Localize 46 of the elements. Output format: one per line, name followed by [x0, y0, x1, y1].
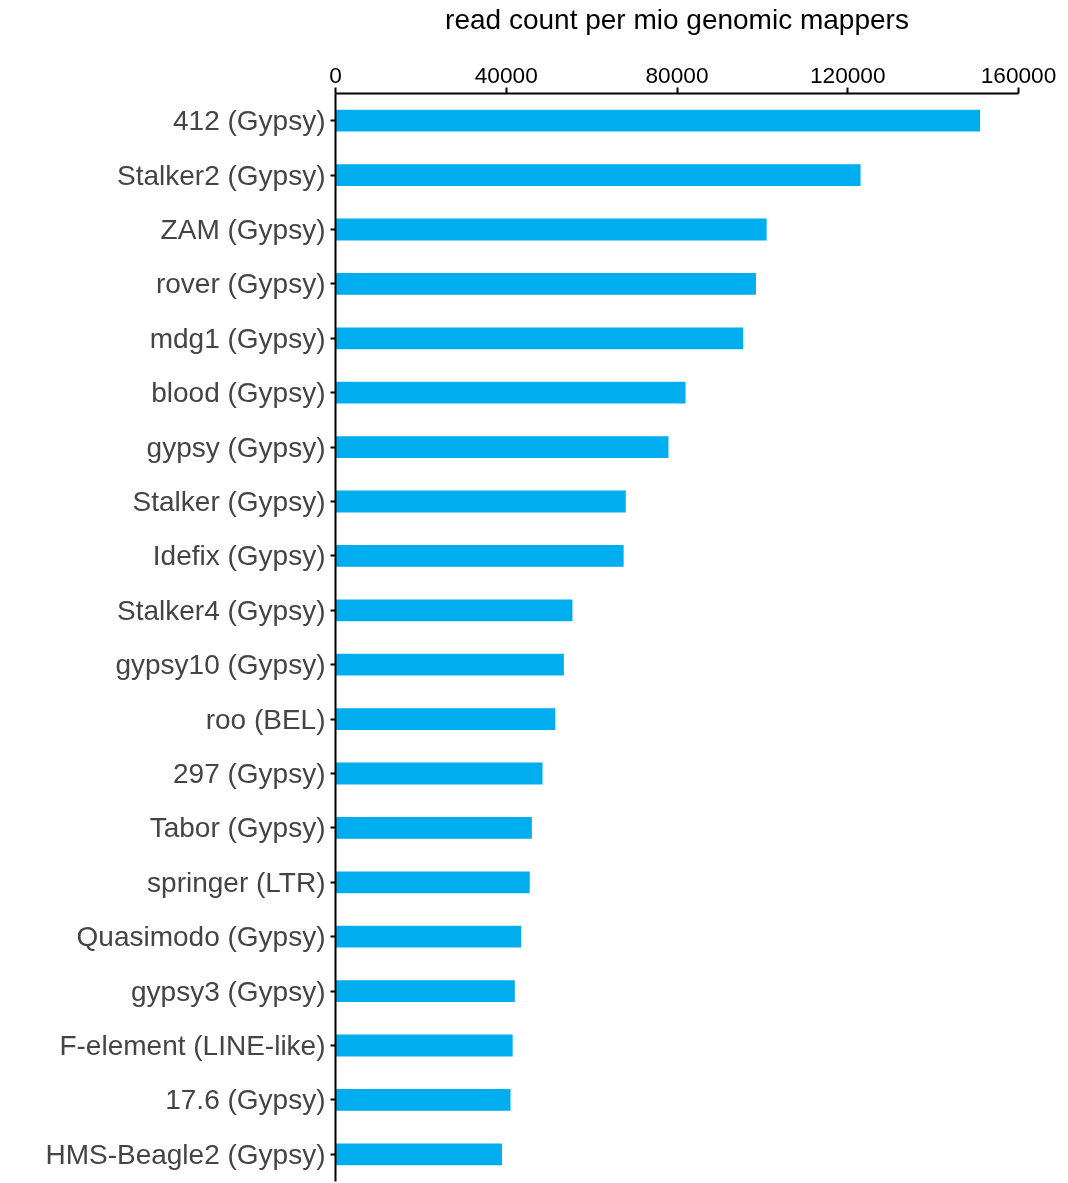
bar — [335, 545, 624, 567]
bar — [335, 980, 515, 1002]
bar — [335, 164, 861, 186]
bar — [335, 653, 564, 676]
x-tick-label: 160000 — [980, 61, 1057, 88]
x-tick-label: 120000 — [809, 61, 886, 88]
bar — [335, 1089, 511, 1111]
bar — [335, 490, 626, 513]
x-tick-label: 40000 — [474, 61, 538, 88]
bar — [335, 871, 530, 894]
bar — [335, 1034, 513, 1057]
bar — [335, 599, 573, 622]
y-tick-label: ZAM (Gypsy) — [160, 214, 326, 245]
bar — [335, 273, 756, 295]
bar — [335, 817, 532, 839]
bar — [335, 218, 767, 241]
y-tick-label: springer (LTR) — [147, 866, 326, 898]
bar — [335, 762, 543, 785]
bar — [335, 436, 669, 458]
bar — [335, 327, 744, 350]
bar — [335, 381, 686, 404]
y-tick-label: F-element (LINE-like) — [59, 1030, 326, 1061]
x-axis-title: read count per mio genomic mappers — [445, 3, 909, 35]
y-tick-label: Stalker (Gypsy) — [132, 486, 326, 517]
y-tick-label: Tabor (Gypsy) — [149, 812, 326, 844]
y-tick-label: 412 (Gypsy) — [173, 105, 326, 137]
y-tick-label: roo (BEL) — [205, 703, 326, 735]
y-tick-label: blood (Gypsy) — [151, 377, 326, 409]
bar — [335, 708, 556, 730]
x-tick-label: 0 — [329, 61, 342, 88]
y-tick-label: Idefix (Gypsy) — [152, 540, 326, 572]
y-tick-label: mdg1 (Gypsy) — [149, 322, 326, 354]
y-tick-label: 17.6 (Gypsy) — [165, 1084, 326, 1116]
y-tick-label: gypsy (Gypsy) — [146, 431, 326, 463]
y-tick-label: rover (Gypsy) — [155, 268, 326, 300]
bar — [335, 1143, 502, 1166]
y-tick-label: 297 (Gypsy) — [173, 758, 326, 789]
y-tick-label: Stalker2 (Gypsy) — [117, 159, 326, 191]
y-tick-label: Quasimodo (Gypsy) — [76, 921, 326, 953]
y-tick-label: Stalker4 (Gypsy) — [117, 594, 326, 626]
bar — [335, 109, 981, 132]
y-tick-label: HMS-Beagle2 (Gypsy) — [45, 1138, 326, 1170]
bar — [335, 925, 522, 948]
y-tick-label: gypsy10 (Gypsy) — [115, 649, 326, 681]
x-tick-label: 80000 — [645, 61, 709, 88]
y-tick-label: gypsy3 (Gypsy) — [131, 975, 326, 1007]
